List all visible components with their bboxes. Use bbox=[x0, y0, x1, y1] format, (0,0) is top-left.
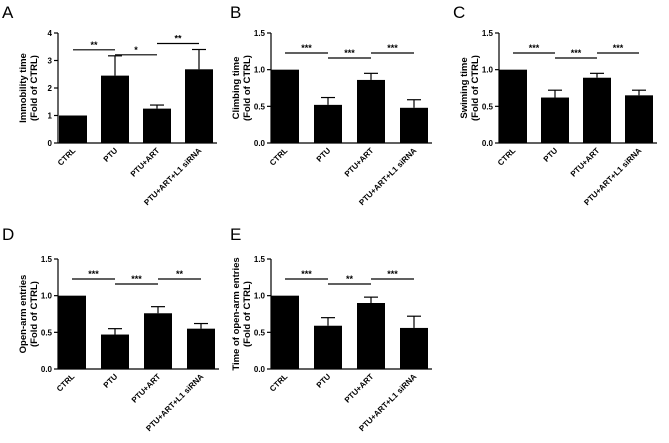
bar-ptu-art-l1-sirna bbox=[400, 107, 428, 143]
y-tick-label: 1.0 bbox=[482, 66, 494, 75]
bar-ctrl bbox=[59, 115, 87, 143]
y-axis-title-line-1: Time of open-arm entries bbox=[231, 257, 242, 370]
significance-label: *** bbox=[571, 48, 582, 58]
panel-a: A Immobility time (Fold of CTRL) 0 1 2 3 4 CTRL P… bbox=[2, 3, 217, 207]
y-tick-label: 0.0 bbox=[254, 139, 266, 148]
y-tick-label: 0.5 bbox=[254, 102, 266, 111]
significance-label: *** bbox=[88, 269, 99, 279]
significance-label: *** bbox=[387, 269, 398, 279]
x-category-label: CTRL bbox=[268, 146, 290, 168]
y-tick-label: 0.5 bbox=[41, 328, 53, 337]
y-axis-title-line-1: Open-arm entries bbox=[18, 275, 29, 354]
bar-ptu-art bbox=[144, 313, 172, 369]
bar-ptu bbox=[314, 104, 342, 143]
y-axis-title-line-1: Swiming time bbox=[459, 57, 470, 118]
y-axis-title-line-2: (Fold of CTRL) bbox=[29, 281, 40, 347]
bar-ptu-art-l1-sirna bbox=[625, 95, 653, 143]
x-category-label: PTU+ART bbox=[130, 372, 163, 405]
significance-label: *** bbox=[529, 43, 540, 53]
x-category-label: PTU bbox=[542, 146, 560, 164]
y-tick-label: 2 bbox=[48, 84, 53, 93]
bar-ptu-art bbox=[143, 108, 171, 143]
y-tick-label: 0.5 bbox=[482, 102, 494, 111]
y-tick-label: 0.5 bbox=[254, 328, 266, 337]
bar-ptu-art bbox=[357, 79, 385, 143]
y-tick-label: 1.0 bbox=[254, 292, 266, 301]
significance-label: ** bbox=[90, 40, 98, 50]
bar-ctrl bbox=[58, 295, 86, 369]
y-tick-label: 1.0 bbox=[41, 292, 53, 301]
x-category-label: CTRL bbox=[268, 372, 290, 394]
panel-c: C Swiming time (Fold of CTRL) 0.0 0.5 1.0 1.5 C… bbox=[453, 3, 657, 207]
y-tick-label: 1.5 bbox=[482, 29, 494, 38]
x-category-label: PTU+ART bbox=[343, 146, 376, 179]
panel-d: D Open-arm entries (Fold of CTRL) 0.0 0.5 1.0… bbox=[2, 225, 219, 433]
bar-ptu-art bbox=[357, 303, 385, 369]
x-category-label: PTU bbox=[102, 372, 120, 390]
y-axis-title-line-2: (Fold of CTRL) bbox=[242, 281, 253, 347]
y-tick-label: 1.5 bbox=[254, 29, 266, 38]
y-axis-title-line-1: Immobility time bbox=[18, 53, 29, 123]
bar-ptu-art-l1-sirna bbox=[185, 69, 213, 143]
x-category-label: PTU+ART bbox=[569, 146, 602, 179]
panel-letter: A bbox=[2, 3, 14, 22]
x-category-label: PTU bbox=[315, 146, 333, 164]
bar-ptu-art-l1-sirna bbox=[187, 328, 215, 369]
bar-ptu bbox=[541, 97, 569, 143]
panel-letter: B bbox=[230, 3, 241, 22]
x-category-label: CTRL bbox=[496, 146, 518, 168]
panel-letter: E bbox=[230, 225, 241, 244]
y-tick-label: 1.5 bbox=[41, 255, 53, 264]
significance-label: ** bbox=[176, 269, 184, 279]
y-tick-label: 1 bbox=[48, 112, 53, 121]
y-axis-title-line-2: (Fold of CTRL) bbox=[29, 55, 40, 121]
y-axis-title-line-2: (Fold of CTRL) bbox=[242, 55, 253, 121]
x-category-label: PTU bbox=[315, 372, 333, 390]
significance-label: *** bbox=[131, 274, 142, 284]
panel-letter: C bbox=[453, 3, 465, 22]
significance-label: *** bbox=[613, 43, 624, 53]
bar-ptu bbox=[314, 325, 342, 369]
significance-label: ** bbox=[174, 34, 182, 44]
bar-ptu-art-l1-sirna bbox=[400, 327, 428, 369]
bar-ptu-art bbox=[583, 77, 611, 143]
x-category-label: PTU+ART bbox=[343, 372, 376, 405]
y-tick-label: 4 bbox=[48, 29, 53, 38]
bar-ptu bbox=[101, 75, 129, 143]
bar-ctrl bbox=[499, 69, 527, 143]
y-tick-label: 1.0 bbox=[254, 66, 266, 75]
significance-label: * bbox=[134, 45, 138, 55]
y-tick-label: 0.0 bbox=[41, 365, 53, 374]
y-axis-title-line-2: (Fold of CTRL) bbox=[470, 55, 481, 121]
significance-label: *** bbox=[387, 43, 398, 53]
y-tick-label: 3 bbox=[48, 57, 53, 66]
y-tick-label: 0.0 bbox=[482, 139, 494, 148]
y-axis-title-line-1: Climbing time bbox=[231, 57, 242, 120]
significance-label: *** bbox=[344, 48, 355, 58]
panel-b: B Climbing time (Fold of CTRL) 0.0 0.5 1.0 1.5… bbox=[230, 3, 432, 207]
panel-letter: D bbox=[2, 225, 14, 244]
y-tick-label: 0 bbox=[48, 139, 53, 148]
significance-label: *** bbox=[301, 269, 312, 279]
x-category-label: CTRL bbox=[56, 146, 78, 168]
y-tick-label: 1.5 bbox=[254, 255, 266, 264]
bar-ctrl bbox=[271, 295, 299, 369]
x-category-label: CTRL bbox=[55, 372, 77, 394]
y-tick-label: 0.0 bbox=[254, 365, 266, 374]
bar-ptu bbox=[101, 334, 129, 369]
x-category-label: PTU+ART bbox=[129, 146, 162, 179]
x-category-label: PTU bbox=[102, 146, 120, 164]
significance-label: ** bbox=[346, 274, 354, 284]
significance-label: *** bbox=[301, 43, 312, 53]
bar-ctrl bbox=[271, 69, 299, 143]
